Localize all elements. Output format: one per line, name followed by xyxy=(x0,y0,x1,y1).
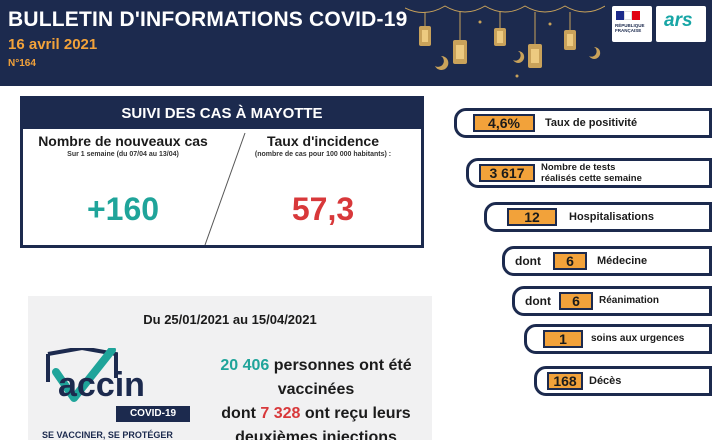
bulletin-date: 16 avril 2021 xyxy=(8,36,98,53)
new-cases-title: Nombre de nouveaux cas xyxy=(38,133,208,149)
vaccine-logo-word: accin xyxy=(58,366,145,404)
republique-francaise-logo: RÉPUBLIQUE FRANÇAISE xyxy=(612,6,652,42)
urgences-value: 1 xyxy=(543,330,583,348)
stat-medecine: dont 6 Médecine xyxy=(502,246,712,276)
hospitalisations-label: Hospitalisations xyxy=(569,211,654,223)
tests-label-line2: réalisés cette semaine xyxy=(541,173,642,184)
new-cases-value: +160 xyxy=(86,191,160,227)
vaccinated-count: 20 406 xyxy=(220,357,270,374)
reanimation-label: Réanimation xyxy=(599,295,660,306)
stat-reanimation: dont 6 Réanimation xyxy=(512,286,712,316)
reanimation-prefix: dont xyxy=(525,294,551,308)
stat-positivity: 4,6% Taux de positivité xyxy=(454,108,712,138)
cases-tracking-box: SUIVI DES CAS À MAYOTTE Nombre de nouvea… xyxy=(20,96,424,248)
hospitalisations-value: 12 xyxy=(507,208,557,226)
medecine-label: Médecine xyxy=(597,255,648,267)
ars-logo: ars xyxy=(656,6,706,42)
stat-deces: 168 Décès xyxy=(534,366,712,396)
column-divider xyxy=(204,132,246,245)
vaccinated-text: personnes ont été vaccinées xyxy=(273,357,412,398)
vaccine-panel: Du 25/01/2021 au 15/04/2021 accin COVID-… xyxy=(28,296,432,440)
vaccine-period: Du 25/01/2021 au 15/04/2021 xyxy=(143,312,317,327)
incidence-title: Taux d'incidence xyxy=(267,133,379,149)
bulletin-number: N°164 xyxy=(8,58,36,69)
cases-heading: SUIVI DES CAS À MAYOTTE xyxy=(23,99,421,129)
header-banner: BULLETIN D'INFORMATIONS COVID-19 16 avri… xyxy=(0,0,712,86)
deces-label: Décès xyxy=(589,375,622,387)
stat-hospitalisations: 12 Hospitalisations xyxy=(484,202,712,232)
second-dose-prefix: dont xyxy=(221,405,256,422)
tests-label-line1: Nombre de tests xyxy=(541,162,616,173)
deces-value: 168 xyxy=(547,372,583,390)
incidence-column: Taux d'incidence (nombre de cas pour 100… xyxy=(225,133,421,158)
incidence-subtitle: (nombre de cas pour 100 000 habitants) : xyxy=(254,151,392,158)
stat-tests: 3 617 Nombre de tests réalisés cette sem… xyxy=(466,158,712,188)
bulletin-title: BULLETIN D'INFORMATIONS COVID-19 xyxy=(8,8,408,31)
vaccination-summary: 20 406 personnes ont été vaccinées dont … xyxy=(204,354,428,440)
incidence-value: 57,3 xyxy=(291,191,355,227)
tests-label: Nombre de tests réalisés cette semaine xyxy=(541,162,642,184)
vaccine-logo-covid: COVID-19 xyxy=(116,406,190,422)
tests-value: 3 617 xyxy=(479,164,535,182)
vaccine-shield-icon xyxy=(46,348,118,402)
medecine-prefix: dont xyxy=(515,254,541,268)
vaccine-slogan: SE VACCINER, SE PROTÉGER xyxy=(42,430,173,440)
second-dose-count: 7 328 xyxy=(260,405,301,422)
urgences-label: soins aux urgences xyxy=(591,333,685,344)
second-dose-text: ont reçu leurs deuxièmes injections xyxy=(235,405,411,440)
new-cases-period: Sur 1 semaine (du 07/04 au 13/04) xyxy=(67,151,179,158)
medecine-value: 6 xyxy=(553,252,587,270)
logo-rf-text: RÉPUBLIQUE FRANÇAISE xyxy=(615,23,645,33)
new-cases-column: Nombre de nouveaux cas Sur 1 semaine (du… xyxy=(23,133,223,158)
stat-urgences: 1 soins aux urgences xyxy=(524,324,712,354)
lantern-decoration-icon xyxy=(405,5,605,78)
reanimation-value: 6 xyxy=(559,292,593,310)
positivity-label: Taux de positivité xyxy=(545,117,638,129)
positivity-value: 4,6% xyxy=(473,114,535,132)
logo-ars-text: ars xyxy=(664,10,693,31)
